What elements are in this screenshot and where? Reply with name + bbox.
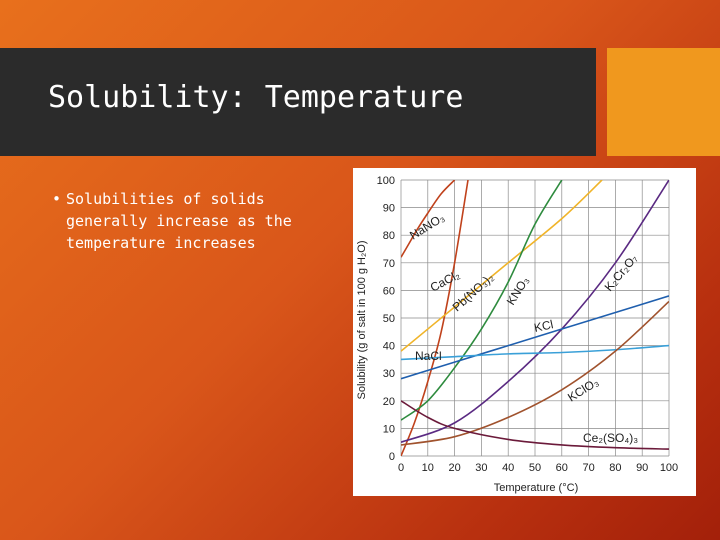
y-tick-label: 80 bbox=[383, 230, 395, 242]
y-tick-label: 60 bbox=[383, 285, 395, 297]
series-line bbox=[401, 300, 669, 446]
label-kcl: KCl bbox=[533, 317, 555, 335]
x-tick-label: 90 bbox=[636, 462, 648, 474]
x-tick-label: 50 bbox=[529, 462, 541, 474]
grid bbox=[400, 179, 670, 457]
y-tick-label: 70 bbox=[383, 258, 395, 270]
series-line bbox=[401, 295, 669, 380]
x-axis-label: Temperature (°C) bbox=[494, 482, 578, 494]
x-tick-label: 60 bbox=[556, 462, 568, 474]
bullet-item: Solubilities of solids generally increas… bbox=[66, 190, 292, 252]
title-bar bbox=[0, 48, 596, 156]
y-tick-label: 20 bbox=[383, 396, 395, 408]
y-tick-label: 40 bbox=[383, 341, 395, 353]
label-ce2so43: Ce₂(SO₄)₃ bbox=[583, 431, 638, 445]
y-tick-label: 10 bbox=[383, 423, 395, 435]
series-line bbox=[401, 400, 669, 450]
y-tick-label: 0 bbox=[389, 451, 395, 463]
x-tick-label: 70 bbox=[582, 462, 594, 474]
accent-block bbox=[607, 48, 720, 156]
label-nacl: NaCl bbox=[415, 349, 442, 363]
x-tick-label: 20 bbox=[448, 462, 460, 474]
series-line bbox=[401, 180, 669, 443]
x-tick-label: 0 bbox=[398, 462, 404, 474]
curves bbox=[401, 180, 669, 456]
y-tick-label: 100 bbox=[377, 175, 395, 187]
x-tick-label: 10 bbox=[422, 462, 434, 474]
series-line bbox=[401, 344, 669, 361]
x-tick-label: 30 bbox=[475, 462, 487, 474]
bullet-list: • Solubilities of solids generally incre… bbox=[52, 188, 332, 254]
label-kclo3: KClO₃ bbox=[565, 375, 601, 405]
solubility-chart: 0 10 20 30 40 50 60 70 80 90 100 0 10 20 30 40 50 60 70 80 9… bbox=[353, 168, 696, 496]
slide-title: Solubility: Temperature bbox=[48, 80, 464, 115]
y-tick-label: 50 bbox=[383, 313, 395, 325]
bullet-icon: • bbox=[52, 190, 62, 208]
y-axis-label: Solubility (g of salt in 100 g H₂O) bbox=[356, 241, 368, 400]
x-tick-label: 100 bbox=[660, 462, 678, 474]
x-tick-label: 80 bbox=[609, 462, 621, 474]
ticks: 0 10 20 30 40 50 60 70 80 90 100 0 10 20 30 40 50 60 70 80 9… bbox=[377, 175, 679, 474]
series-line bbox=[401, 180, 469, 456]
chart-svg: 0 10 20 30 40 50 60 70 80 90 100 0 10 20 30 40 50 60 70 80 9… bbox=[356, 175, 679, 494]
y-tick-label: 90 bbox=[383, 203, 395, 215]
y-tick-label: 30 bbox=[383, 368, 395, 380]
series-line bbox=[401, 180, 563, 421]
series-line bbox=[401, 180, 603, 352]
x-tick-label: 40 bbox=[502, 462, 514, 474]
series-line bbox=[401, 180, 456, 258]
